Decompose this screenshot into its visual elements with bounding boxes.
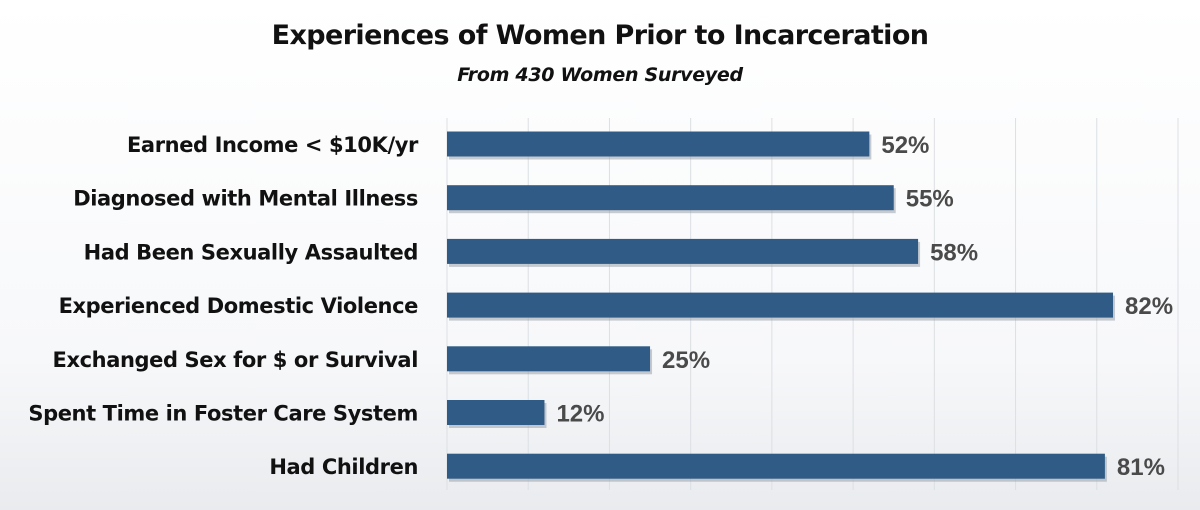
category-label: Spent Time in Foster Care System xyxy=(28,402,418,426)
category-label: Earned Income < $10K/yr xyxy=(127,133,419,157)
category-labels: Earned Income < $10K/yr Diagnosed with Me… xyxy=(28,133,419,479)
bar xyxy=(447,238,919,264)
value-label: 82% xyxy=(1125,293,1173,320)
value-label: 55% xyxy=(906,186,954,213)
value-label: 58% xyxy=(930,239,978,266)
bar xyxy=(447,292,1114,318)
chart-title: Experiences of Women Prior to Incarcerat… xyxy=(271,20,929,51)
value-label: 25% xyxy=(662,347,710,374)
value-label: 12% xyxy=(556,401,604,428)
bar xyxy=(447,131,870,157)
bars xyxy=(447,131,1116,482)
bar xyxy=(447,346,651,372)
chart-subtitle: From 430 Women Surveyed xyxy=(457,64,743,86)
category-label: Had Been Sexually Assaulted xyxy=(84,240,418,264)
value-labels: 52% 55% 58% 82% 25% 12% 81% xyxy=(556,132,1173,481)
bar xyxy=(447,185,894,211)
value-label: 52% xyxy=(881,132,929,159)
value-label: 81% xyxy=(1117,454,1165,481)
category-label: Exchanged Sex for $ or Survival xyxy=(53,348,418,372)
category-label: Diagnosed with Mental Illness xyxy=(73,187,418,211)
bar xyxy=(447,453,1105,479)
category-label: Experienced Domestic Violence xyxy=(59,294,419,318)
category-label: Had Children xyxy=(269,455,418,479)
bar xyxy=(447,400,545,425)
